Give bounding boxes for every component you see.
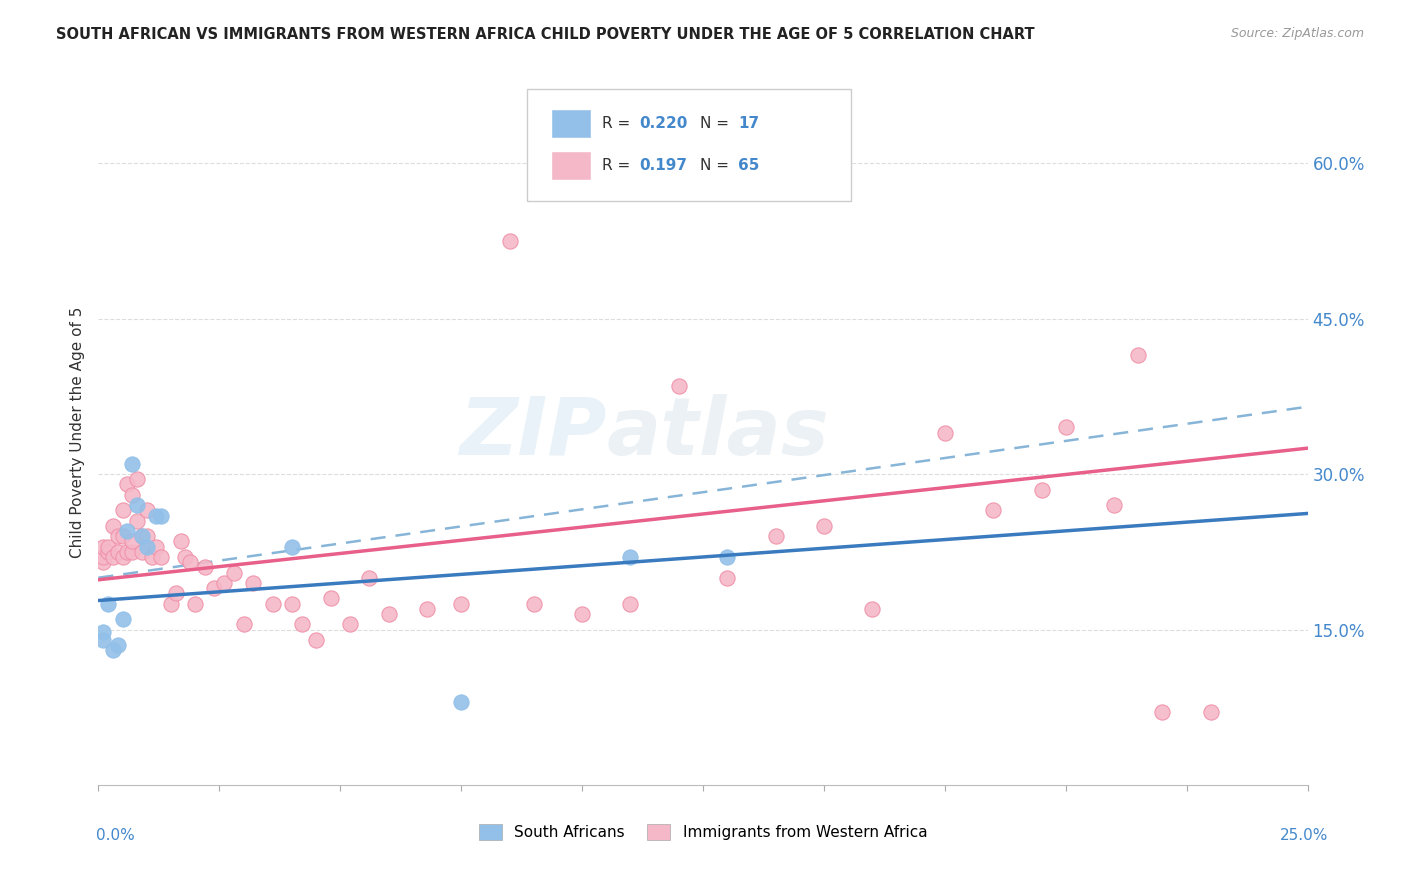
Point [97, 597, 120, 611]
Point [319, 591, 342, 606]
Point [222, 566, 245, 580]
Point [204, 581, 226, 595]
Text: 65: 65 [738, 158, 759, 172]
Point [121, 488, 143, 502]
Point [1102, 498, 1125, 512]
Point [121, 534, 143, 549]
Text: 17: 17 [738, 116, 759, 130]
Point [619, 549, 641, 564]
Point [619, 597, 641, 611]
Point [107, 545, 129, 559]
Point [281, 597, 304, 611]
Point [97, 540, 120, 554]
Point [150, 508, 173, 523]
Point [121, 545, 143, 559]
Point [117, 545, 139, 559]
Point [523, 597, 546, 611]
Text: R =: R = [602, 116, 636, 130]
Point [934, 425, 956, 440]
Point [127, 514, 149, 528]
Point [450, 695, 472, 709]
Text: R =: R = [602, 158, 636, 172]
Point [169, 534, 191, 549]
Text: 0.220: 0.220 [640, 116, 688, 130]
Point [91, 549, 114, 564]
Point [262, 597, 284, 611]
Point [305, 632, 328, 647]
Point [145, 508, 167, 523]
Point [97, 545, 120, 559]
Text: ZIP: ZIP [458, 393, 606, 472]
Point [91, 624, 114, 639]
Point [111, 503, 134, 517]
Point [117, 477, 139, 491]
Point [184, 597, 207, 611]
Point [194, 560, 217, 574]
Point [1199, 706, 1222, 720]
Point [127, 498, 149, 512]
Point [1152, 706, 1174, 720]
Point [416, 601, 439, 615]
Point [1054, 420, 1077, 434]
Point [450, 597, 472, 611]
Point [232, 617, 254, 632]
Point [135, 540, 157, 554]
Point [135, 529, 157, 543]
Point [107, 638, 129, 652]
Point [117, 524, 139, 538]
Point [1128, 348, 1150, 362]
Point [101, 519, 124, 533]
Point [377, 607, 399, 621]
Point [716, 549, 738, 564]
Point [813, 519, 835, 533]
Point [127, 472, 149, 486]
Point [111, 612, 134, 626]
Point [101, 549, 124, 564]
Text: 0.197: 0.197 [640, 158, 688, 172]
Point [111, 549, 134, 564]
Point [174, 549, 197, 564]
Point [131, 529, 153, 543]
Point [107, 529, 129, 543]
Point [91, 632, 114, 647]
Point [359, 571, 381, 585]
Text: N =: N = [700, 158, 734, 172]
Text: N =: N = [700, 116, 734, 130]
Point [242, 575, 264, 590]
Point [339, 617, 361, 632]
Legend: South Africans, Immigrants from Western Africa: South Africans, Immigrants from Western … [471, 816, 935, 847]
Text: 0.0%: 0.0% [96, 828, 135, 843]
Point [150, 549, 173, 564]
Point [141, 549, 163, 564]
Point [860, 601, 883, 615]
Point [165, 586, 187, 600]
Text: SOUTH AFRICAN VS IMMIGRANTS FROM WESTERN AFRICA CHILD POVERTY UNDER THE AGE OF 5: SOUTH AFRICAN VS IMMIGRANTS FROM WESTERN… [56, 27, 1035, 42]
Point [765, 529, 787, 543]
Point [716, 571, 738, 585]
Point [145, 540, 167, 554]
Point [91, 540, 114, 554]
Text: atlas: atlas [606, 393, 830, 472]
Point [1031, 483, 1053, 497]
Point [668, 379, 690, 393]
Point [498, 234, 520, 248]
Point [281, 540, 304, 554]
Point [121, 457, 143, 471]
Point [212, 575, 235, 590]
Point [290, 617, 312, 632]
Point [160, 597, 183, 611]
Point [131, 529, 153, 543]
Point [111, 529, 134, 543]
Point [91, 555, 114, 569]
Point [179, 555, 201, 569]
Point [981, 503, 1004, 517]
Text: Source: ZipAtlas.com: Source: ZipAtlas.com [1230, 27, 1364, 40]
Y-axis label: Child Poverty Under the Age of 5: Child Poverty Under the Age of 5 [69, 307, 84, 558]
Point [571, 607, 593, 621]
Point [131, 545, 153, 559]
Point [135, 503, 157, 517]
Point [101, 643, 124, 657]
Text: 25.0%: 25.0% [1281, 828, 1329, 843]
